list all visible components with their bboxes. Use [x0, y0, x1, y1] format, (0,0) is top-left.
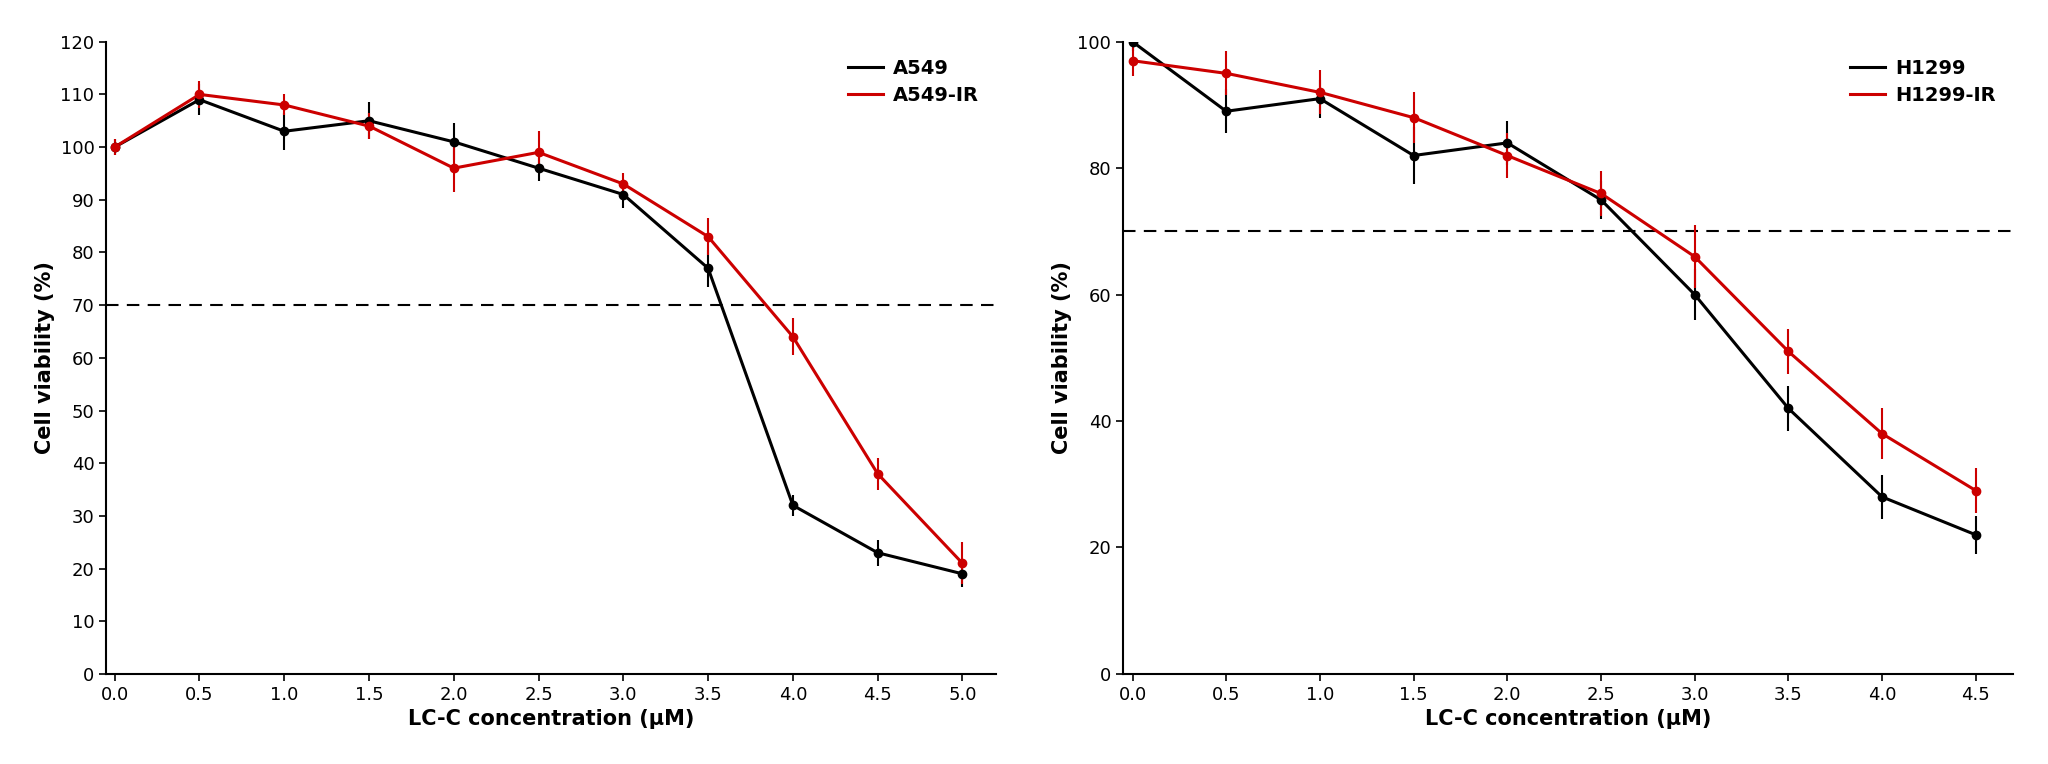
- H1299: [1755, 378, 1780, 387]
- H1299-IR: [1755, 325, 1780, 335]
- A549: [102, 143, 127, 152]
- A549-IR: [604, 176, 629, 186]
- H1299: [1337, 112, 1362, 121]
- Y-axis label: Cell viability (%): Cell viability (%): [35, 261, 55, 455]
- H1299: [1120, 37, 1145, 47]
- H1299: [1501, 142, 1526, 151]
- A549: [322, 121, 346, 130]
- A549-IR: [322, 113, 346, 122]
- A549-IR: [487, 155, 512, 164]
- A549-IR: [186, 90, 211, 99]
- H1299-IR: [1618, 208, 1642, 217]
- H1299: [1618, 224, 1642, 233]
- A549-IR: [741, 286, 766, 296]
- A549: [741, 393, 766, 403]
- Legend: A549, A549-IR: A549, A549-IR: [840, 51, 987, 113]
- H1299-IR: [1501, 154, 1526, 163]
- A549: [950, 569, 975, 578]
- A549: [487, 151, 512, 160]
- H1299-IR: [1964, 486, 1989, 495]
- A549: [254, 120, 279, 129]
- H1299-IR: [1270, 80, 1294, 89]
- A549-IR: [950, 558, 975, 568]
- Line: H1299: H1299: [1133, 42, 1976, 535]
- H1299-IR: [1120, 56, 1145, 65]
- X-axis label: LC-C concentration (μM): LC-C concentration (μM): [408, 709, 694, 730]
- A549-IR: [254, 98, 279, 107]
- Line: A549-IR: A549-IR: [115, 95, 963, 563]
- A549-IR: [102, 143, 127, 152]
- A549: [670, 241, 694, 251]
- A549-IR: [670, 216, 694, 225]
- X-axis label: LC-C concentration (μM): LC-C concentration (μM): [1425, 709, 1712, 730]
- Line: A549: A549: [115, 100, 963, 574]
- H1299-IR: [1683, 253, 1708, 262]
- H1299: [1964, 530, 1989, 539]
- H1299: [1270, 99, 1294, 108]
- H1299: [1683, 291, 1708, 300]
- Line: H1299-IR: H1299-IR: [1133, 60, 1976, 490]
- Y-axis label: Cell viability (%): Cell viability (%): [1053, 261, 1071, 455]
- A549: [186, 96, 211, 105]
- Legend: H1299, H1299-IR: H1299, H1299-IR: [1843, 51, 2003, 113]
- H1299-IR: [1337, 96, 1362, 105]
- A549: [604, 187, 629, 196]
